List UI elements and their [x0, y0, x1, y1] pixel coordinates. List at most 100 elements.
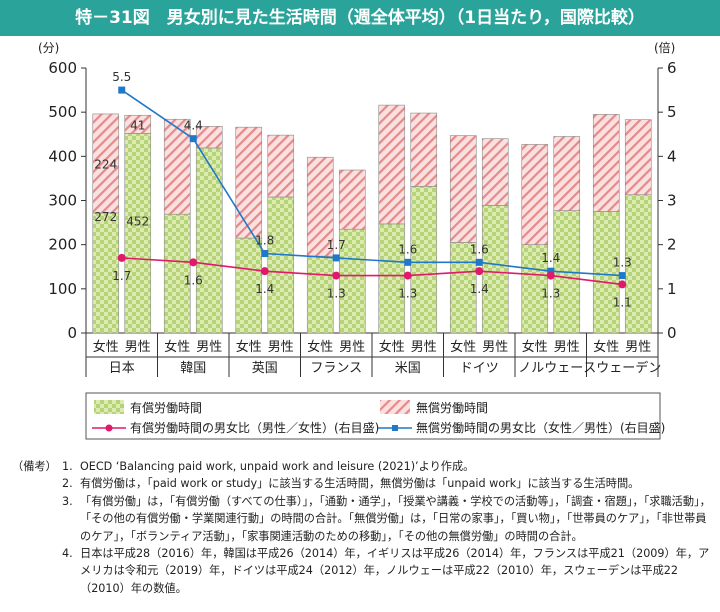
- x-label-gender: 女性: [522, 339, 548, 355]
- unpaid-ratio-label: 1.3: [613, 256, 632, 270]
- legend-marker-paid-ratio: [105, 424, 113, 432]
- bar-unpaid-male: [410, 112, 438, 187]
- x-label-gender: 女性: [307, 339, 333, 355]
- ratio-lines: [117, 86, 627, 289]
- bar-unpaid-male: [124, 114, 152, 134]
- y2-tick-label: 1: [667, 280, 677, 298]
- bar-paid-male: [624, 194, 652, 334]
- legend-box: [85, 392, 661, 440]
- paid-ratio-marker: [260, 267, 269, 276]
- y2-tick-label: 2: [667, 236, 677, 254]
- paid-ratio-label: 1.6: [184, 273, 203, 287]
- legend: 有償労働時間 無償労働時間 有償労働時間の男女比（男性／女性）(右目盛) 無償労…: [85, 392, 665, 440]
- x-label-gender: 男性: [339, 340, 365, 355]
- unpaid-ratio-label: 1.6: [470, 242, 489, 256]
- x-label-gender: 女性: [93, 339, 119, 355]
- data-labels: 5.5 4.4 1.8 1.7 1.6 1.6 1.4 1.3 1.7 1.6 1.4 1.3 1.3 1…: [94, 70, 632, 309]
- x-label-gender: 女性: [379, 339, 405, 355]
- left-axis-unit: (分): [38, 41, 59, 55]
- paid-ratio-label: 1.4: [470, 282, 489, 296]
- x-label-gender: 女性: [164, 339, 190, 355]
- paid-ratio-label: 1.3: [327, 287, 346, 301]
- paid-ratio-label: 1.3: [398, 287, 417, 301]
- x-label-gender: 男性: [625, 340, 651, 355]
- note-row: 4. 日本は平成28（2016）年，韓国は平成26（2014）年，イギリスは平成…: [12, 545, 712, 597]
- y-tick-label: 200: [48, 236, 77, 254]
- x-label-country: フランス: [310, 361, 362, 376]
- x-label-gender: 男性: [196, 340, 222, 355]
- unpaid-ratio-marker: [261, 250, 269, 257]
- x-label-gender: 男性: [482, 340, 508, 355]
- paid-ratio-marker: [475, 267, 484, 276]
- x-label-gender: 男性: [268, 340, 294, 355]
- bar-unpaid-female: [163, 118, 191, 215]
- bar-unpaid-female: [378, 104, 406, 225]
- x-label-gender: 女性: [450, 339, 476, 355]
- bar-paid-male: [481, 205, 509, 334]
- bar-paid-male: [338, 228, 366, 334]
- unpaid-ratio-label: 1.8: [255, 234, 274, 248]
- bar-paid-male: [267, 196, 295, 334]
- note-row: 3. 「有償労働」は，「有償労働（すべての仕事）」，「通勤・通学」，「授業や講義…: [12, 493, 712, 545]
- x-label-country: ドイツ: [460, 361, 499, 376]
- paid-ratio-label: 1.1: [613, 295, 632, 309]
- y-tick-label: 600: [48, 59, 77, 77]
- y2-tick-label: 4: [667, 147, 677, 165]
- x-label-gender: 男性: [554, 340, 580, 355]
- bar-value-label: 41: [130, 118, 145, 132]
- legend-label-paid: 有償労働時間: [130, 401, 202, 415]
- paid-ratio-label: 1.3: [541, 287, 560, 301]
- bar-paid-female: [378, 223, 406, 334]
- note-text: OECD ‘Balancing paid work, unpaid work a…: [80, 460, 475, 473]
- paid-ratio-line: [121, 257, 623, 286]
- note-number: 1.: [62, 460, 73, 473]
- bar-paid-male: [195, 147, 223, 334]
- note-text: 日本は平成28（2016）年，韓国は平成26（2014）年，イギリスは平成26（…: [80, 547, 710, 595]
- bar-unpaid-female: [235, 126, 263, 239]
- note-text: 「有償労働」は，「有償労働（すべての仕事）」，「通勤・通学」，「授業や講義・学校…: [80, 494, 711, 543]
- bar-unpaid-male: [267, 134, 295, 198]
- note-number: 2.: [62, 477, 73, 491]
- bar-unpaid-female: [592, 114, 620, 212]
- legend-swatch-paid: [94, 400, 124, 414]
- y2-tick-label: 6: [667, 59, 677, 77]
- bar-paid-female: [163, 213, 191, 334]
- bar-value-label: 224: [94, 157, 117, 171]
- bar-paid-female: [306, 255, 334, 334]
- unpaid-ratio-marker: [618, 272, 626, 280]
- x-label-gender: 女性: [236, 339, 262, 355]
- bars: [92, 104, 652, 334]
- note-row: （備考） 1. OECD ‘Balancing paid work, unpai…: [12, 458, 712, 475]
- unpaid-ratio-label: 1.7: [327, 238, 346, 252]
- chart-title: 特－31図 男女別に見た生活時間（週全体平均）（1日当たり，国際比較）: [0, 0, 720, 36]
- bar-value-label: 272: [94, 210, 117, 224]
- x-label-gender: 女性: [593, 339, 619, 355]
- bar-unpaid-female: [306, 156, 334, 257]
- bar-unpaid-female: [449, 135, 477, 243]
- paid-ratio-marker: [332, 271, 341, 280]
- legend-label-paid-ratio: 有償労働時間の男女比（男性／女性）(右目盛): [130, 420, 379, 435]
- unpaid-ratio-label: 5.5: [112, 70, 131, 84]
- paid-ratio-label: 1.4: [255, 282, 274, 296]
- notes: （備考） 1. OECD ‘Balancing paid work, unpai…: [12, 458, 712, 597]
- y-tick-label: 300: [48, 192, 77, 210]
- bar-paid-female: [449, 242, 477, 334]
- paid-ratio-marker: [546, 271, 555, 280]
- unpaid-ratio-marker: [475, 258, 483, 266]
- unpaid-ratio-label: 1.6: [398, 242, 417, 256]
- unpaid-ratio-label: 4.4: [184, 119, 203, 133]
- unpaid-ratio-label: 1.4: [541, 251, 560, 265]
- bar-paid-female: [521, 244, 549, 334]
- x-label-country: スウェーデン: [583, 360, 661, 376]
- paid-ratio-marker: [618, 280, 627, 289]
- x-label-country: ノルウェー: [518, 361, 583, 376]
- y-tick-label: 0: [67, 324, 77, 342]
- x-label-country: 米国: [395, 361, 421, 376]
- note-text: 有償労働は，「paid work or study」に該当する生活時間，無償労働…: [80, 477, 640, 491]
- bar-paid-male: [124, 133, 152, 334]
- legend-label-unpaid: 無償労働時間: [416, 400, 488, 415]
- y2-tick-label: 5: [667, 103, 677, 121]
- legend-label-unpaid-ratio: 無償労働時間の男女比（女性／男性）(右目盛): [416, 420, 665, 435]
- unpaid-ratio-line: [121, 89, 623, 277]
